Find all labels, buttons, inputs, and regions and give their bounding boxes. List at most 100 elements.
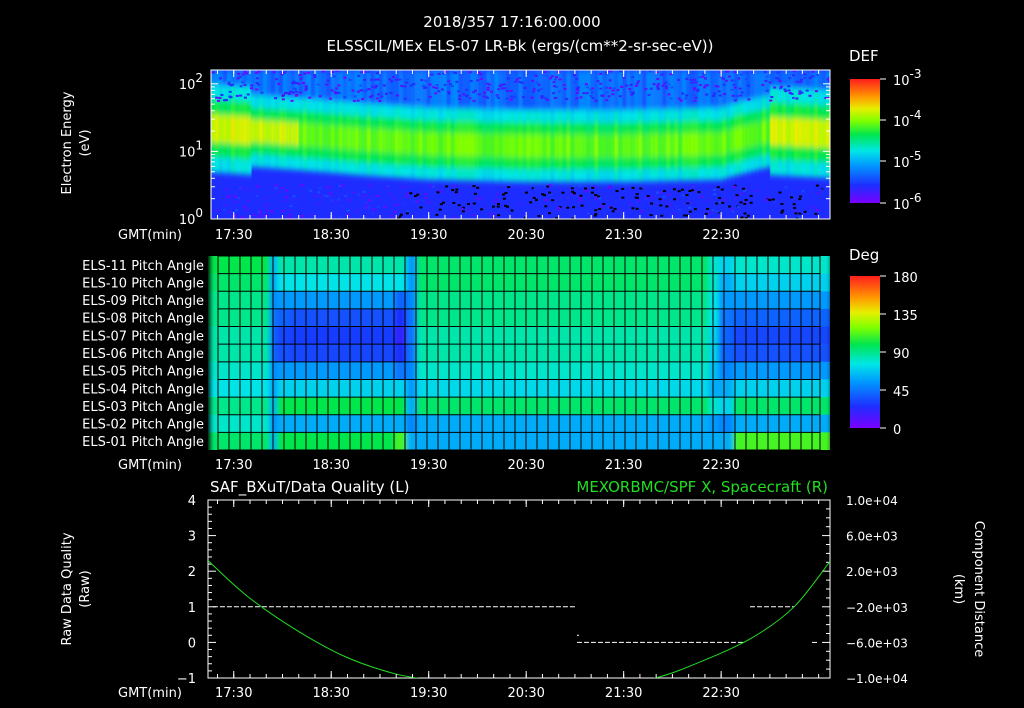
noise-pixel [667, 193, 671, 196]
left-tick-label: 2 [188, 565, 196, 580]
noise-pixel [224, 188, 228, 191]
noise-pixel [609, 70, 613, 73]
noise-pixel [479, 73, 483, 76]
noise-pixel [450, 85, 454, 88]
noise-pixel [690, 81, 694, 84]
noise-pixel [672, 188, 676, 191]
energy-flux-column [762, 70, 767, 97]
pitch-cell [210, 361, 263, 380]
energy-flux-column [370, 128, 376, 152]
noise-pixel [600, 94, 604, 97]
pitch-frame [217, 255, 821, 451]
energy-flux-column [806, 118, 811, 148]
noise-pixel [678, 208, 682, 211]
energy-flux-column [294, 122, 300, 146]
noise-pixel [471, 214, 475, 217]
noise-pixel [618, 208, 622, 211]
noise-pixel [274, 184, 278, 187]
energy-flux-column [242, 70, 248, 87]
energy-flux-column [478, 70, 484, 109]
pitch-cell [718, 432, 736, 450]
energy-flux-column [270, 70, 276, 97]
noise-pixel [252, 213, 256, 216]
noise-pixel [734, 196, 738, 199]
noise-pixel [477, 208, 481, 211]
noise-pixel [718, 201, 722, 204]
noise-pixel [376, 93, 380, 96]
energy-flux-column [714, 132, 719, 156]
noise-pixel [338, 215, 342, 218]
noise-pixel [496, 192, 500, 195]
noise-pixel [588, 88, 592, 91]
energy-flux-column [390, 70, 396, 106]
time-axes: GMT(min) 17:30 18:30 19:30 20:30 21:30 22:30 GM… [118, 70, 820, 701]
noise-pixel [281, 98, 285, 101]
time-tick-label: 21:30 [605, 458, 642, 473]
noise-pixel [523, 216, 527, 219]
noise-pixel [216, 202, 220, 205]
noise-pixel [316, 83, 320, 86]
energy-flux-column [570, 70, 576, 111]
noise-pixel [454, 191, 458, 194]
time-tick-label: 22:30 [702, 228, 739, 243]
noise-pixel [810, 217, 814, 219]
noise-pixel [537, 83, 541, 86]
pitch-cell [416, 432, 698, 450]
noise-pixel [245, 199, 249, 202]
noise-pixel [482, 91, 486, 94]
noise-pixel [401, 203, 405, 206]
noise-pixel [742, 209, 746, 212]
noise-pixel [673, 198, 677, 201]
noise-pixel [628, 87, 632, 90]
pitch-cell [733, 344, 815, 363]
noise-pixel [544, 74, 548, 77]
noise-pixel [810, 206, 814, 209]
noise-pixel [335, 87, 339, 90]
energy-flux-column [626, 134, 631, 158]
noise-pixel [243, 83, 247, 86]
noise-pixel [777, 78, 781, 81]
noise-pixel [314, 194, 318, 197]
noise-pixel [405, 81, 409, 84]
energy-flux-column [542, 134, 548, 158]
pitch-cell [406, 273, 419, 292]
noise-pixel [827, 76, 830, 79]
pitch-cell [718, 256, 736, 275]
energy-flux-column [666, 133, 671, 157]
energy-flux-column [302, 70, 308, 99]
pitch-cell [406, 397, 419, 416]
noise-pixel [488, 83, 492, 86]
noise-pixel [698, 84, 702, 87]
noise-pixel [231, 83, 235, 86]
noise-pixel [228, 210, 232, 213]
pitch-cell [260, 273, 273, 292]
noise-pixel [575, 92, 579, 95]
energy-flux-column [274, 121, 280, 145]
energy-flux-column [346, 70, 352, 103]
noise-pixel [501, 193, 505, 196]
noise-pixel [396, 217, 400, 219]
noise-pixel [372, 208, 376, 211]
def-colorbar-label-3: 10 -6 [893, 191, 922, 213]
noise-pixel [333, 91, 337, 94]
noise-pixel [332, 75, 336, 78]
noise-pixel [733, 86, 737, 89]
pitch-cell [395, 414, 409, 433]
energy-flux-column [614, 134, 619, 158]
noise-pixel [620, 85, 624, 88]
noise-pixel [359, 84, 363, 87]
noise-pixel [795, 80, 799, 83]
noise-pixel [561, 191, 565, 194]
energy-flux-column [806, 70, 811, 89]
noise-pixel [282, 199, 286, 202]
noise-pixel [378, 99, 382, 102]
noise-pixel [787, 85, 791, 88]
noise-pixel [667, 83, 671, 86]
noise-pixel [670, 86, 674, 89]
noise-pixel [462, 93, 466, 96]
noise-pixel [553, 78, 557, 81]
energy-flux-column [574, 134, 580, 158]
noise-pixel [778, 79, 782, 82]
noise-pixel [384, 205, 388, 208]
pitch-cell [406, 361, 419, 380]
